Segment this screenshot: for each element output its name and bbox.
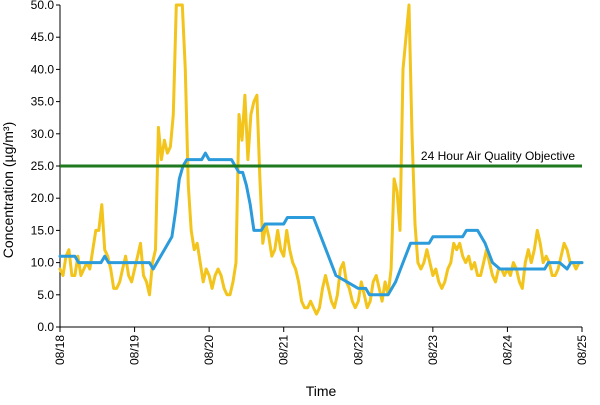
y-tick-label: 25.0 xyxy=(31,159,55,173)
y-tick-label: 50.0 xyxy=(31,0,55,12)
blue-series-line xyxy=(58,151,584,297)
y-tick-label: 35.0 xyxy=(31,95,55,109)
x-tick-label: 08/23 xyxy=(426,335,440,365)
y-tick-label: 40.0 xyxy=(31,62,55,76)
x-tick-label: 08/25 xyxy=(575,335,589,365)
yellow-series-line xyxy=(58,3,584,316)
x-tick-label: 08/21 xyxy=(277,335,291,365)
y-tick-label: 20.0 xyxy=(31,191,55,205)
y-tick-label: 45.0 xyxy=(31,30,55,44)
objective-layer: 24 Hour Air Quality Objective xyxy=(60,149,582,168)
x-tick-label: 08/18 xyxy=(53,335,67,365)
x-tick-label: 08/20 xyxy=(202,335,216,365)
x-tick-label: 08/22 xyxy=(351,335,365,365)
x-axis-title: Time xyxy=(306,383,337,399)
objective-label: 24 Hour Air Quality Objective xyxy=(421,149,575,163)
axes: 0.0 5.0 10.0 15.0 20.0 25.0 30.0 35.0 40.0 45.0 50… xyxy=(31,0,589,365)
series-layer xyxy=(58,3,584,316)
y-tick-label: 0.0 xyxy=(37,320,54,334)
y-tick-label: 5.0 xyxy=(37,288,54,302)
y-axis-title: Concentration (µg/m³) xyxy=(0,122,16,258)
x-tick-label: 08/24 xyxy=(500,335,514,365)
x-tick-label: 08/19 xyxy=(128,335,142,365)
y-tick-label: 30.0 xyxy=(31,127,55,141)
y-tick-label: 15.0 xyxy=(31,223,55,237)
y-tick-label: 10.0 xyxy=(31,256,55,270)
